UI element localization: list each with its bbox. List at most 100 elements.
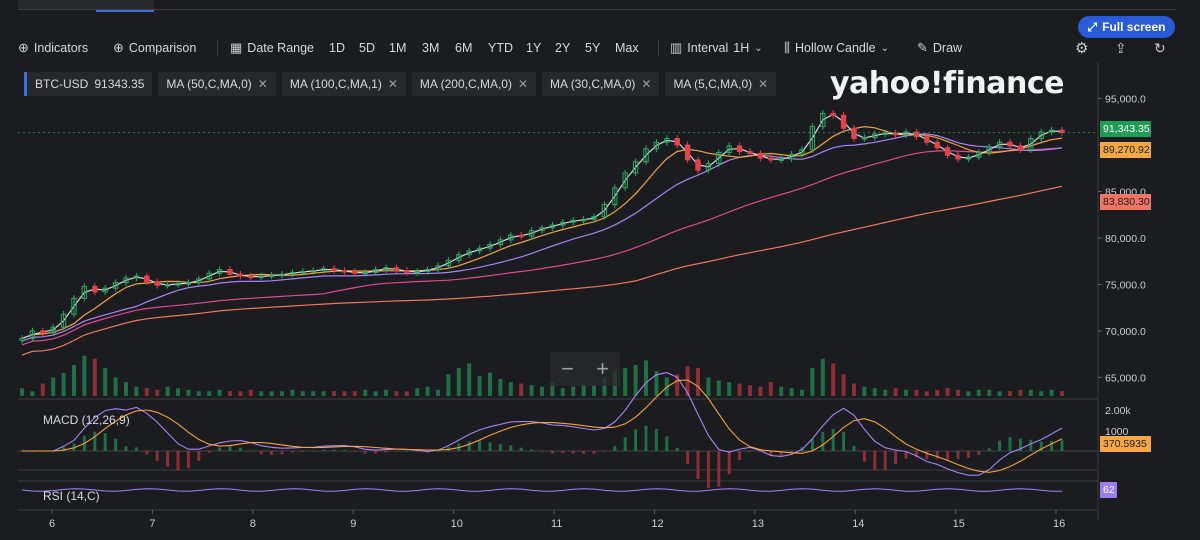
share-button[interactable]: ⇪	[1115, 38, 1127, 58]
volume-bar	[508, 382, 513, 396]
candle-body	[216, 269, 223, 274]
range-max[interactable]: Max	[615, 38, 639, 58]
volume-bar	[852, 383, 856, 396]
zoom-out-icon[interactable]: −	[561, 356, 574, 381]
candle-body	[944, 147, 951, 156]
ma-chip[interactable]: MA (5,C,MA,0) ✕	[665, 72, 777, 96]
full-screen-button[interactable]: ⤢ Full screen	[1078, 16, 1175, 38]
settings-button[interactable]: ⚙	[1075, 38, 1088, 58]
volume-bar	[207, 391, 212, 396]
macd-histogram-bar	[790, 451, 794, 453]
comparison-button[interactable]: ⊕ Comparison	[113, 38, 196, 58]
candle-body	[986, 146, 992, 153]
range-1d[interactable]: 1D	[329, 38, 345, 58]
volume-bar	[456, 368, 461, 396]
price-tick-label: 80,000.0	[1105, 233, 1146, 245]
volume-bar	[373, 391, 378, 396]
volume-bar	[176, 388, 180, 396]
volume-bar	[134, 386, 139, 396]
zoom-in-icon[interactable]: +	[596, 356, 609, 381]
candle-body	[81, 285, 88, 299]
ma-chip[interactable]: MA (200,C,MA,0) ✕	[411, 72, 537, 96]
candle-body	[40, 330, 46, 334]
candle-body	[508, 234, 514, 241]
price-tick-label: 95,000.0	[1105, 94, 1146, 106]
candle-body	[820, 112, 826, 127]
candle-body	[497, 239, 504, 245]
range-5y[interactable]: 5Y	[585, 38, 600, 58]
top-tab[interactable]	[18, 0, 96, 10]
candle-body	[1059, 129, 1065, 134]
macd-histogram-bar	[1008, 437, 1012, 451]
macd-histogram-bar	[571, 451, 575, 454]
ma-chip[interactable]: MA (100,C,MA,1) ✕	[281, 72, 406, 96]
volume-bar	[727, 382, 732, 396]
macd-histogram-bar	[103, 433, 107, 451]
candle-body	[164, 283, 171, 287]
close-icon[interactable]: ✕	[387, 77, 398, 91]
time-tick-label: 14	[852, 518, 864, 530]
indicators-label: Indicators	[33, 41, 89, 55]
macd-histogram-bar	[1018, 438, 1022, 451]
interval-dropdown[interactable]: ▥ Interval 1H ⌄	[670, 38, 763, 58]
candle-body	[50, 326, 56, 334]
macd-histogram-bar	[998, 440, 1002, 451]
range-1y[interactable]: 1Y	[526, 38, 541, 58]
close-icon[interactable]: ✕	[641, 77, 652, 91]
macd-histogram-bar	[623, 437, 627, 451]
ma-chip[interactable]: MA (50,C,MA,0) ✕	[158, 72, 276, 96]
range-5d[interactable]: 5D	[359, 38, 375, 58]
candle-body	[268, 274, 275, 278]
gear-icon: ⚙	[1075, 40, 1089, 57]
ma-label: MA (200,C,MA,0)	[419, 77, 512, 91]
candle-body	[830, 112, 836, 116]
volume-bar	[716, 380, 721, 396]
close-icon[interactable]: ✕	[257, 77, 268, 91]
range-1m[interactable]: 1M	[389, 38, 406, 58]
macd-histogram-bar	[238, 447, 242, 451]
date-range-button[interactable]: ▦ Date Range	[230, 38, 314, 58]
volume-bar	[560, 388, 565, 396]
rsi-panel	[21, 488, 1062, 492]
candles	[18, 110, 1098, 344]
candle-body	[726, 145, 732, 153]
interval-label: Interval	[687, 41, 729, 55]
close-icon[interactable]: ✕	[758, 77, 769, 91]
candle-body	[206, 272, 212, 280]
range-3m[interactable]: 3M	[422, 38, 439, 58]
volume-bar	[800, 389, 804, 396]
candle-body	[19, 337, 25, 341]
macd-histogram-bar	[114, 438, 118, 451]
ma-label: MA (30,C,MA,0)	[550, 77, 636, 91]
macd-histogram-bar	[62, 447, 66, 451]
draw-button[interactable]: ✎ Draw	[917, 38, 962, 58]
volume-bar	[446, 374, 451, 396]
macd-tick-label: 1000	[1105, 426, 1129, 438]
macd-histogram-bar	[166, 451, 170, 467]
interval-value: 1H	[733, 41, 750, 55]
reset-button[interactable]: ↻	[1154, 38, 1166, 58]
indicators-button[interactable]: ⊕ Indicators	[18, 38, 88, 58]
range-ytd[interactable]: YTD	[488, 38, 513, 58]
time-tick-label: 6	[49, 518, 55, 530]
range-2y[interactable]: 2Y	[555, 38, 570, 58]
reset-icon: ↻	[1154, 39, 1166, 56]
ma-chip[interactable]: MA (30,C,MA,0) ✕	[542, 72, 660, 96]
range-6m[interactable]: 6M	[455, 38, 472, 58]
volume-bar	[477, 375, 482, 396]
volume-bar	[519, 383, 524, 396]
macd-histogram-bar	[758, 451, 762, 452]
chart-type-dropdown[interactable]: ⫼ Hollow Candle ⌄	[784, 38, 889, 58]
chart-type-label: Hollow Candle	[794, 41, 876, 55]
macd-histogram-bar	[831, 429, 835, 451]
symbol-chip[interactable]: BTC-USD 91343.35	[24, 72, 153, 96]
volume-bar	[394, 391, 399, 396]
volume-bar	[186, 389, 191, 396]
close-icon[interactable]: ✕	[517, 77, 529, 91]
share-icon: ⇪	[1115, 39, 1127, 56]
macd-histogram-bar	[696, 451, 700, 480]
volume-bar	[644, 360, 648, 396]
volume-bar	[706, 377, 711, 396]
volume-bar	[228, 391, 232, 396]
